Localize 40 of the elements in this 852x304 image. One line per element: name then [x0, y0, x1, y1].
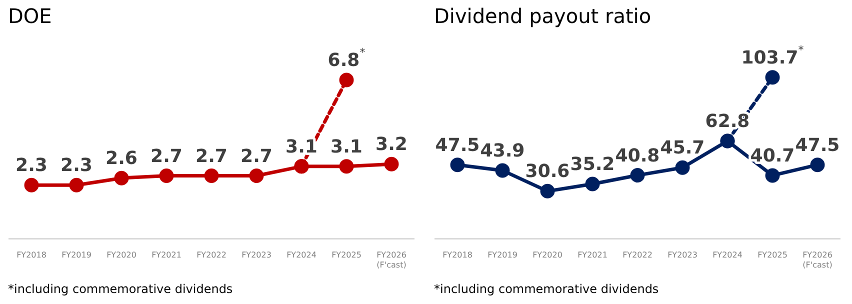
x-tick-label: FY2024 [712, 250, 742, 260]
data-label: 47.5 [435, 134, 480, 156]
x-tick-label: FY2020 [532, 250, 562, 260]
data-label: 3.1 [330, 136, 362, 158]
data-label: 2.3 [60, 155, 92, 176]
x-tick-label: FY2023 [242, 250, 272, 260]
x-tick-label: FY2023 [668, 250, 698, 260]
data-label: 45.7 [660, 138, 705, 159]
data-label: 2.7 [150, 146, 182, 167]
x-tick-label: FY2021 [578, 250, 608, 260]
x-tick-label: FY2025 [332, 250, 362, 260]
x-tick-label: FY2020 [106, 250, 136, 260]
text: *including commemorative dividends [433, 282, 660, 296]
x-tick-label: FY2018 [442, 250, 472, 260]
x-tick-label: FY2019 [62, 250, 92, 260]
x-tick-label: FY2026 (F'cast) [802, 250, 832, 270]
x-tick-label: FY2022 [196, 250, 226, 260]
chart-title: Dividend payout ratio [434, 4, 652, 28]
data-label: 2.7 [240, 146, 272, 167]
x-tick-label: FY2026 (F'cast) [376, 250, 406, 270]
data-label: 40.8 [615, 145, 660, 166]
data-label: 30.6 [525, 161, 570, 182]
x-tick-label: FY2019 [488, 250, 518, 260]
x-tick-label: FY2024 [286, 250, 316, 260]
x-tick-label: FY2025 [758, 250, 788, 260]
data-label: 35.2 [570, 154, 615, 176]
text: *including commemorative dividends [7, 282, 234, 296]
data-label: 43.9 [480, 140, 525, 162]
data-label: 2.3 [16, 155, 48, 176]
data-label: 2.7 [196, 146, 228, 167]
x-tick-label: FY2022 [622, 250, 652, 260]
data-label: 2.6 [106, 148, 138, 170]
data-label: 6.8* [328, 46, 366, 72]
data-label: 47.5 [795, 134, 840, 156]
data-label: 3.2 [376, 134, 408, 156]
x-tick-label: FY2018 [16, 250, 46, 260]
x-tick-label: FY2021 [152, 250, 182, 260]
chart-title: DOE [8, 4, 52, 28]
data-label: 40.7 [750, 145, 795, 166]
data-label: 103.7* [741, 43, 804, 68]
